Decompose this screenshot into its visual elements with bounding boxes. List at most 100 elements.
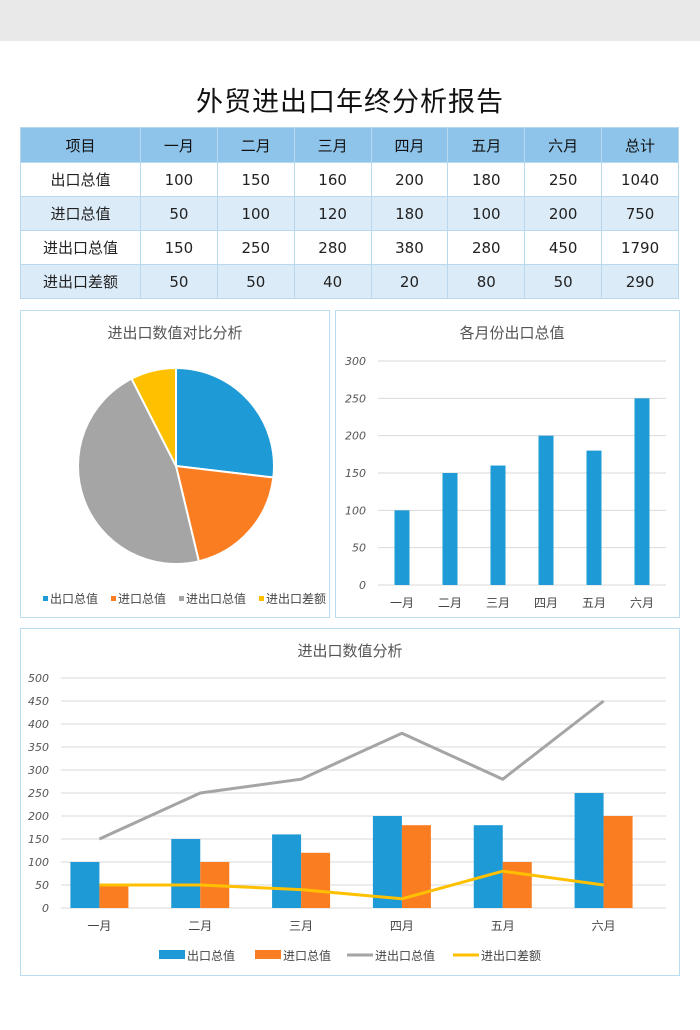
bar [272, 834, 302, 908]
y-tick-label: 500 [28, 672, 49, 685]
legend-label: 出口总值 [50, 591, 98, 606]
pie-slice [175, 366, 275, 479]
table-cell: 50 [140, 196, 218, 231]
x-tick-label: 五月 [582, 596, 606, 610]
header-cell-jun: 六月 [524, 127, 603, 163]
x-tick-label: 三月 [289, 919, 313, 933]
bar [442, 473, 458, 585]
header-cell-total: 总计 [601, 127, 679, 163]
legend-label: 出口总值 [187, 948, 235, 963]
x-tick-label: 六月 [630, 596, 654, 610]
table-row: 进出口差额 50 50 40 20 80 50 290 [20, 264, 679, 299]
combo-chart-x-axis: 一月 二月 三月 四月 五月 六月 [87, 919, 615, 933]
bar [171, 839, 201, 908]
table-cell: 750 [601, 196, 679, 231]
legend-swatch [111, 596, 116, 601]
bar [502, 862, 532, 908]
table-cell: 100 [447, 196, 526, 231]
y-tick-label: 200 [345, 430, 366, 443]
bar [603, 816, 633, 908]
y-tick-label: 50 [35, 879, 49, 892]
y-tick-label: 150 [345, 467, 366, 480]
table-cell: 100 [216, 196, 295, 231]
table-cell: 250 [216, 230, 295, 265]
bar [70, 862, 100, 908]
table-cell: 280 [447, 230, 526, 265]
table-cell: 1040 [601, 162, 679, 197]
header-cell-apr: 四月 [370, 127, 449, 163]
combo-chart-title: 进出口数值分析 [297, 642, 402, 660]
line-series [98, 699, 605, 841]
x-tick-label: 四月 [390, 919, 414, 933]
y-tick-label: 400 [28, 718, 49, 731]
row-label: 出口总值 [20, 162, 141, 197]
x-tick-label: 四月 [534, 596, 558, 610]
y-tick-label: 450 [28, 695, 49, 708]
bar [372, 816, 402, 908]
row-label: 进出口差额 [20, 264, 141, 299]
table-cell: 150 [140, 230, 218, 265]
combo-chart-panel: 进出口数值分析 0 50 100 150 200 250 300 350 400 450 500 一… [20, 628, 680, 976]
legend-label: 进口总值 [118, 591, 166, 606]
combo-chart-gridlines: 0 50 100 150 200 250 300 350 400 450 500 [28, 672, 666, 915]
bar-chart-title: 各月份出口总值 [459, 324, 564, 342]
pie-chart-title: 进出口数值对比分析 [107, 324, 242, 342]
legend-swatch [179, 596, 184, 601]
legend-label: 进口总值 [283, 948, 331, 963]
table-cell: 50 [140, 264, 218, 299]
table-cell: 200 [524, 196, 603, 231]
table-cell: 180 [447, 162, 526, 197]
y-tick-label: 0 [359, 579, 366, 592]
y-tick-label: 150 [28, 833, 49, 846]
y-tick-label: 250 [345, 392, 366, 405]
data-table: 项目 一月 二月 三月 四月 五月 六月 总计 出口总值 100 150 160… [20, 127, 679, 299]
y-tick-label: 250 [28, 787, 49, 800]
y-tick-label: 300 [28, 764, 49, 777]
table-cell: 80 [447, 264, 526, 299]
table-cell: 160 [293, 162, 372, 197]
y-tick-label: 100 [345, 504, 366, 517]
table-cell: 450 [524, 230, 603, 265]
header-cell-item: 项目 [20, 127, 141, 163]
bar-chart-panel: 各月份出口总值 0 50 100 150 200 250 300 一月 二月 三月 四月 五月 六月 [335, 310, 680, 618]
legend-swatch [259, 596, 264, 601]
bar [473, 825, 503, 908]
header-cell-may: 五月 [447, 127, 526, 163]
y-tick-label: 100 [28, 856, 49, 869]
table-cell: 120 [293, 196, 372, 231]
row-label: 进口总值 [20, 196, 141, 231]
table-row: 进口总值 50 100 120 180 100 200 750 [20, 196, 679, 231]
y-tick-label: 0 [42, 902, 49, 915]
y-tick-label: 200 [28, 810, 49, 823]
pie-slices [77, 366, 275, 565]
combo-chart-legend: 出口总值 进口总值 进出口总值 进出口差额 [159, 948, 541, 963]
table-row: 进出口总值 150 250 280 380 280 450 1790 [20, 230, 679, 265]
bar [586, 450, 602, 585]
y-tick-label: 350 [28, 741, 49, 754]
x-tick-label: 二月 [438, 596, 462, 610]
header-cell-jan: 一月 [140, 127, 218, 163]
table-cell: 100 [140, 162, 218, 197]
page-title: 外贸进出口年终分析报告 [196, 87, 504, 118]
combo-chart-lines [98, 699, 605, 901]
table-cell: 280 [293, 230, 372, 265]
bar-chart-gridlines: 0 50 100 150 200 250 300 [345, 355, 666, 592]
pie-slice [77, 377, 201, 565]
legend-label: 进出口差额 [266, 592, 326, 606]
top-gray-band [0, 0, 700, 41]
table-cell: 1790 [601, 230, 679, 265]
bar [490, 465, 506, 585]
legend-label: 进出口总值 [186, 591, 246, 606]
x-tick-label: 一月 [87, 919, 111, 933]
table-cell: 50 [524, 264, 603, 299]
legend-label: 进出口差额 [481, 949, 541, 963]
bar [634, 398, 650, 585]
bar-chart-bars [394, 398, 650, 585]
bar-chart: 各月份出口总值 0 50 100 150 200 250 300 一月 二月 三月 四月 五月 六月 [345, 324, 666, 610]
y-tick-label: 50 [352, 542, 366, 555]
table-cell: 50 [216, 264, 295, 299]
table-cell: 40 [293, 264, 372, 299]
pie-legend: 出口总值 进口总值 进出口总值 进出口差额 [43, 591, 326, 606]
x-tick-label: 五月 [491, 919, 515, 933]
bar [538, 435, 554, 585]
